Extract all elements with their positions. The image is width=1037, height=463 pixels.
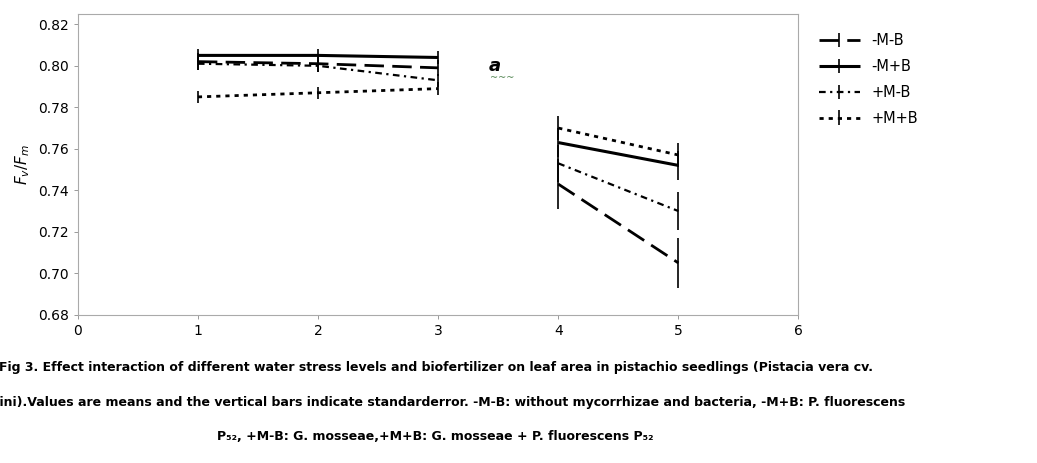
Text: ~~~: ~~~: [489, 73, 514, 83]
Y-axis label: $F_v/F_m$: $F_v/F_m$: [13, 144, 32, 185]
Text: Fig 3. Effect interaction of different water stress levels and biofertilizer on : Fig 3. Effect interaction of different w…: [0, 361, 872, 374]
Text: a: a: [488, 57, 501, 75]
Text: Qazvini).Values are means and the vertical bars indicate standarderror. -M-B: wi: Qazvini).Values are means and the vertic…: [0, 396, 905, 409]
Legend: -M-B, -M+B, +M-B, +M+B: -M-B, -M+B, +M-B, +M+B: [813, 27, 924, 131]
Text: P₅₂, +M-B: G. mosseae,+M+B: G. mosseae + P. fluorescens P₅₂: P₅₂, +M-B: G. mosseae,+M+B: G. mosseae +…: [218, 430, 653, 443]
